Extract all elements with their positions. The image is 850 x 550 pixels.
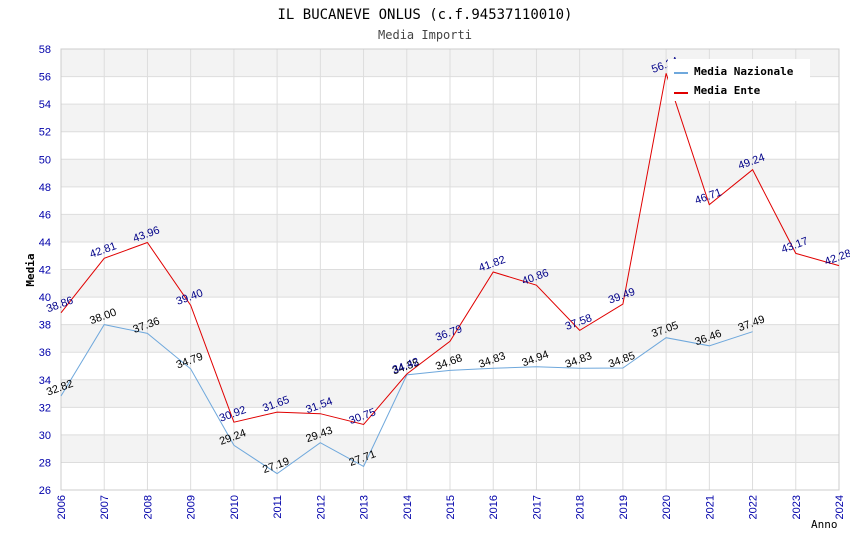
x-tick-label: 2020	[661, 495, 673, 519]
x-tick-label: 2024	[834, 495, 846, 519]
series-line-media-nazionale	[60, 324, 753, 475]
x-axis-ticks: 2006 2007 2008 2009 2010 2011 2012 2013 2014 2015…	[56, 495, 846, 519]
legend: Media Nazionale Media Ente	[668, 59, 810, 101]
y-tick-label: 52	[39, 127, 51, 139]
x-tick-label: 2006	[56, 495, 68, 519]
x-tick-label: 2014	[402, 495, 414, 519]
x-tick-label: 2007	[99, 495, 111, 519]
legend-label-media-nazionale: Media Nazionale	[694, 65, 794, 78]
y-tick-label: 26	[39, 485, 51, 497]
y-tick-label: 42	[39, 265, 51, 277]
y-tick-label: 34	[39, 375, 51, 387]
legend-box	[668, 59, 810, 101]
x-tick-label: 2011	[272, 495, 284, 519]
y-tick-label: 48	[39, 182, 51, 194]
y-tick-label: 32	[39, 402, 51, 414]
y-tick-label: 36	[39, 347, 51, 359]
x-tick-label: 2022	[748, 495, 760, 519]
y-tick-label: 54	[39, 99, 51, 111]
chart-subtitle: Media Importi	[378, 28, 472, 42]
series-line-media-ente	[60, 73, 840, 426]
x-tick-label: 2009	[186, 495, 198, 519]
y-axis-ticks: 26 28 30 32 34 36 38 40 42 44 46 48 50 52 54 56 58	[39, 44, 51, 497]
x-tick-label: 2015	[445, 495, 457, 519]
x-tick-label: 2017	[531, 495, 543, 519]
x-tick-label: 2023	[791, 495, 803, 519]
y-tick-label: 30	[39, 430, 51, 442]
y-tick-label: 40	[39, 292, 51, 304]
x-tick-label: 2018	[575, 495, 587, 519]
plot-frame	[60, 48, 840, 491]
y-tick-label: 46	[39, 209, 51, 221]
y-tick-label: 58	[39, 44, 51, 56]
x-tick-label: 2013	[359, 495, 371, 519]
series-lines	[60, 73, 840, 475]
x-tick-label: 2008	[142, 495, 154, 519]
chart-title: IL BUCANEVE ONLUS (c.f.94537110010)	[277, 7, 572, 23]
y-tick-label: 38	[39, 320, 51, 332]
x-tick-label: 2010	[229, 495, 241, 519]
grid-lines	[60, 48, 840, 491]
x-axis-title: Anno	[811, 518, 838, 531]
y-tick-label: 50	[39, 154, 51, 166]
x-tick-label: 2021	[704, 495, 716, 519]
y-axis-title: Media	[24, 253, 37, 286]
y-tick-label: 28	[39, 457, 51, 469]
y-tick-label: 56	[39, 72, 51, 84]
x-tick-label: 2012	[315, 495, 327, 519]
y-tick-label: 44	[39, 237, 51, 249]
x-tick-label: 2019	[618, 495, 630, 519]
x-tick-label: 2016	[488, 495, 500, 519]
legend-label-media-ente: Media Ente	[694, 84, 761, 97]
